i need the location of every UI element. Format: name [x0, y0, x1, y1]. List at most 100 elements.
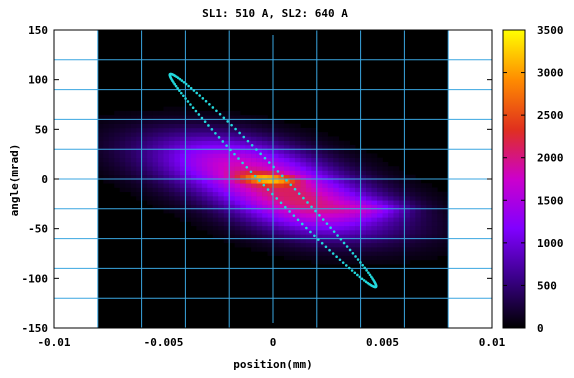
- heatmap-cell: [130, 157, 137, 163]
- heatmap-cell: [234, 213, 241, 218]
- heatmap-cell: [283, 132, 290, 137]
- heatmap-cell: [409, 200, 416, 205]
- ellipse-point: [266, 188, 270, 191]
- heatmap-cell: [300, 161, 307, 167]
- heatmap-cell: [251, 166, 257, 171]
- heatmap-cell: [349, 213, 356, 218]
- heatmap-cell: [371, 204, 378, 210]
- colorbar: [502, 29, 526, 329]
- heatmap-cell: [190, 161, 197, 167]
- heatmap-cell: [278, 196, 285, 201]
- heatmap-cell: [256, 230, 263, 235]
- heatmap-cell: [300, 170, 307, 176]
- heatmap-cell: [305, 238, 312, 244]
- heatmap-cell: [355, 217, 361, 222]
- heatmap-cell: [415, 221, 422, 227]
- heatmap-cell: [393, 170, 400, 176]
- heatmap-cell: [201, 161, 208, 167]
- heatmap-cell: [163, 196, 170, 201]
- heatmap-cell: [431, 230, 438, 235]
- heatmap-cell: [322, 166, 329, 171]
- heatmap-cell: [130, 179, 137, 184]
- heatmap-cell: [294, 208, 301, 214]
- heatmap-cell: [300, 191, 307, 197]
- heatmap-cell: [338, 204, 345, 210]
- heatmap-cell: [201, 157, 208, 163]
- heatmap-cell: [190, 140, 197, 146]
- heatmap-cell: [338, 187, 345, 193]
- heatmap-cell: [283, 251, 290, 256]
- heatmap-cell: [267, 251, 274, 256]
- ellipse-point: [189, 103, 192, 106]
- heatmap-cell: [327, 140, 334, 146]
- heatmap-cell: [393, 200, 400, 205]
- heatmap-cell: [387, 204, 394, 210]
- heatmap-cell: [168, 174, 175, 180]
- heatmap-cell: [300, 153, 307, 159]
- heatmap-cell: [212, 191, 219, 197]
- heatmap-cell: [377, 170, 383, 176]
- heatmap-cell: [360, 191, 367, 197]
- y-tick-label: 0: [41, 173, 48, 186]
- heatmap-cell: [229, 200, 235, 205]
- heatmap-cell: [316, 208, 323, 214]
- heatmap-cell: [333, 217, 339, 222]
- heatmap-cell: [316, 174, 323, 180]
- x-tick-label: 0: [270, 336, 277, 349]
- heatmap-cell: [415, 247, 422, 252]
- heatmap-cell: [344, 183, 350, 188]
- heatmap-cell: [360, 200, 367, 205]
- heatmap-cell: [229, 208, 235, 214]
- heatmap-cell: [393, 179, 400, 184]
- heatmap-cell: [273, 123, 279, 129]
- heatmap-cell: [338, 247, 345, 252]
- heatmap-cell: [377, 230, 383, 235]
- ellipse-point: [280, 174, 284, 178]
- heatmap-cell: [360, 157, 367, 163]
- heatmap-cell: [163, 170, 170, 176]
- heatmap-cell: [168, 144, 175, 150]
- heatmap-cell: [387, 191, 394, 197]
- heatmap-cell: [114, 157, 120, 163]
- heatmap-cell: [377, 213, 383, 218]
- heatmap-cell: [371, 161, 378, 167]
- heatmap-cell: [190, 170, 197, 176]
- heatmap-cell: [212, 234, 219, 239]
- heatmap-cell: [289, 247, 296, 252]
- heatmap-cell: [305, 242, 312, 248]
- heatmap-cell: [289, 242, 296, 248]
- heatmap-cell: [119, 149, 126, 154]
- heatmap-cell: [311, 259, 318, 265]
- ellipse-point: [293, 187, 297, 191]
- heatmap-cell: [377, 157, 383, 163]
- heatmap-cell: [333, 187, 339, 193]
- heatmap-cell: [152, 183, 159, 188]
- heatmap-cell: [338, 259, 345, 265]
- heatmap-cell: [163, 187, 170, 193]
- heatmap-cell: [240, 234, 246, 239]
- heatmap-cell: [158, 174, 164, 180]
- heatmap-cell: [415, 234, 422, 239]
- ellipse-point: [192, 89, 196, 92]
- heatmap-cell: [333, 247, 339, 252]
- heatmap-cell: [119, 123, 126, 129]
- heatmap-cell: [212, 140, 219, 146]
- heatmap-cell: [420, 251, 427, 256]
- ellipse-point: [313, 234, 316, 238]
- heatmap-cell: [114, 153, 120, 159]
- heatmap-cell: [267, 153, 274, 159]
- heatmap-cell: [190, 187, 197, 193]
- heatmap-cell: [289, 221, 296, 227]
- heatmap-cell: [360, 259, 367, 265]
- heatmap-cell: [240, 225, 246, 231]
- heatmap-cell: [245, 115, 252, 120]
- heatmap-cell: [245, 238, 252, 244]
- heatmap-cell: [322, 230, 329, 235]
- heatmap-cell: [371, 153, 378, 159]
- ellipse-point: [218, 112, 222, 116]
- heatmap-cell: [179, 110, 186, 116]
- ellipse-point: [174, 84, 178, 88]
- heatmap-cell: [262, 238, 268, 244]
